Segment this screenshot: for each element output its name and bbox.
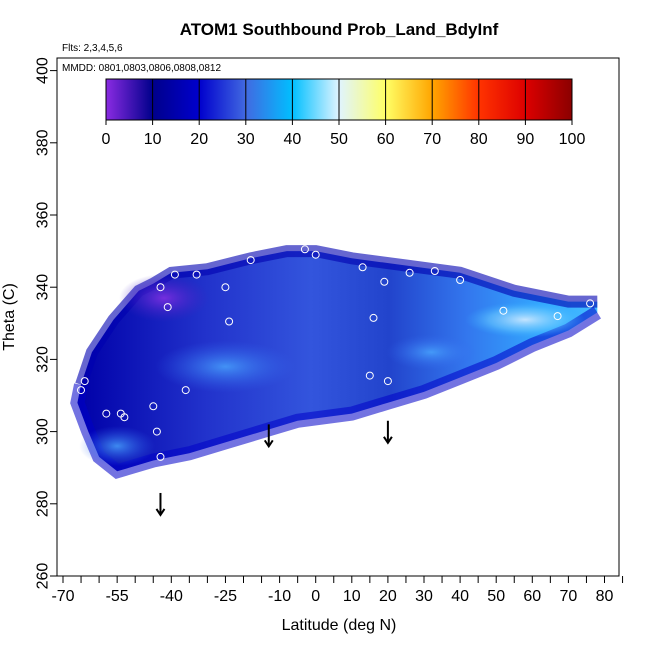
observation-point xyxy=(120,413,129,422)
x-tick-label: 20 xyxy=(379,588,397,605)
y-tick-label: 300 xyxy=(35,418,52,445)
observation-point xyxy=(499,306,508,315)
colorbar-tick-label: 40 xyxy=(284,131,302,148)
y-tick-label: 280 xyxy=(35,490,52,517)
dates-subtitle: MMDD: 0801,0803,0806,0808,0812 xyxy=(62,63,221,74)
observation-point xyxy=(156,283,165,292)
colorbar-tick-label: 20 xyxy=(190,131,208,148)
observation-point xyxy=(149,402,158,411)
observation-point xyxy=(369,313,378,322)
x-tick-label: 40 xyxy=(451,588,469,605)
x-tick-label: 70 xyxy=(560,588,578,605)
down-arrow-icon xyxy=(155,492,166,517)
y-tick-label: 380 xyxy=(35,129,52,156)
y-tick-label: 360 xyxy=(35,202,52,229)
flights-subtitle: Flts: 2,3,4,5,6 xyxy=(62,43,123,54)
heatmap-southern-region xyxy=(79,426,156,467)
x-tick-label: 30 xyxy=(415,588,433,605)
observation-point xyxy=(456,276,465,284)
flight-arrows xyxy=(155,420,393,517)
colorbar-tick-label: 30 xyxy=(237,131,255,148)
y-tick-label: 320 xyxy=(35,346,52,373)
observation-point xyxy=(163,303,172,312)
observation-point xyxy=(300,245,309,254)
x-tick-label: -40 xyxy=(160,588,183,605)
observation-point xyxy=(586,299,595,308)
y-axis-label: Theta (C) xyxy=(1,283,18,351)
observation-point xyxy=(365,371,374,380)
y-tick-label: 340 xyxy=(35,274,52,301)
observation-point xyxy=(170,270,179,279)
observation-point xyxy=(405,268,414,277)
colorbar-tick-label: 60 xyxy=(377,131,395,148)
down-arrow-icon xyxy=(383,420,393,445)
observation-point xyxy=(192,270,201,279)
colorbar-tick-label: 90 xyxy=(517,131,535,148)
x-axis: -70 -55 -40 -25 -10 0 10 20 30 40 50 60 70 80 xyxy=(51,575,624,605)
heatmap-bright-region xyxy=(465,301,586,338)
observation-point xyxy=(225,317,234,326)
colorbar-tick-label: 80 xyxy=(470,131,488,148)
y-tick-label: 260 xyxy=(35,563,52,590)
observation-point xyxy=(152,427,161,436)
chart-title: ATOM1 Southbound Prob_Land_BdyInf xyxy=(180,20,499,39)
x-tick-label: -25 xyxy=(214,588,237,605)
heatmap-base xyxy=(77,251,598,472)
observation-point xyxy=(358,263,367,272)
down-arrow-icon xyxy=(263,424,274,449)
x-tick-label: 80 xyxy=(596,588,614,605)
colorbar-tick-label: 50 xyxy=(330,131,348,148)
observation-point xyxy=(430,267,439,275)
observation-point xyxy=(77,386,85,395)
y-tick-label: 400 xyxy=(35,57,52,84)
observation-point xyxy=(181,386,190,395)
x-tick-label: 0 xyxy=(311,588,320,605)
x-axis-label: Latitude (deg N) xyxy=(282,617,397,634)
observation-points xyxy=(77,245,595,461)
colorbar-tick-label: 70 xyxy=(423,131,441,148)
observation-point xyxy=(311,250,320,259)
x-tick-label: -70 xyxy=(51,588,74,605)
x-tick-label: 50 xyxy=(487,588,505,605)
observation-point xyxy=(553,312,562,321)
colorbar-tick-label: 10 xyxy=(144,131,162,148)
x-tick-label: 60 xyxy=(523,588,541,605)
colorbar-tick-label: 0 xyxy=(102,131,111,148)
heatmap-east-region xyxy=(386,334,477,371)
heatmap-central-region xyxy=(155,340,296,393)
observation-point xyxy=(80,377,89,386)
colorbar-tick-label: 100 xyxy=(559,131,586,148)
x-tick-label: -10 xyxy=(268,588,291,605)
observation-point xyxy=(221,283,230,292)
observation-point xyxy=(380,277,389,286)
observation-point xyxy=(156,452,165,461)
observation-point xyxy=(383,377,392,386)
x-tick-label: 10 xyxy=(343,588,361,605)
heatmap-field xyxy=(70,245,602,480)
observation-point xyxy=(246,256,255,265)
y-axis: 260 280 300 320 340 360 380 400 xyxy=(35,57,58,589)
x-tick-label: -55 xyxy=(106,588,129,605)
observation-point xyxy=(102,409,111,418)
colorbar: 0 10 20 30 40 50 60 70 80 90 100 xyxy=(102,78,586,148)
heatmap-purple-region xyxy=(119,274,210,323)
